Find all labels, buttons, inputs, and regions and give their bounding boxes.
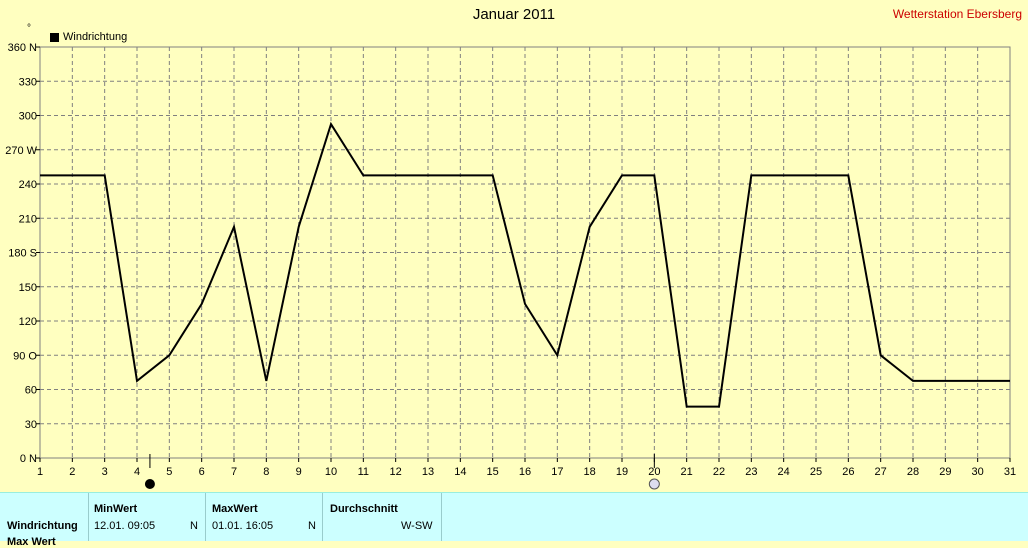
x-tick-label: 12 — [390, 466, 402, 478]
min-column: MinWert 12.01. 09:05 N — [89, 493, 206, 541]
legend-label: Windrichtung — [63, 31, 128, 43]
avg-value: W-SW — [401, 520, 433, 532]
legend-swatch — [50, 32, 59, 42]
chart-area: Januar 2011 Wetterstation Ebersberg ° Wi… — [5, 6, 1022, 490]
new-moon-icon — [144, 479, 155, 489]
x-tick-label: 30 — [972, 466, 984, 478]
x-tick-label: 13 — [422, 466, 434, 478]
row-label-2: Max Wert — [7, 536, 56, 548]
y-tick-label: 120 — [19, 316, 37, 328]
x-tick-label: 24 — [778, 466, 790, 478]
x-tick-label: 1 — [37, 466, 43, 478]
y-tick-label: 300 — [19, 111, 37, 123]
label-column: Windrichtung Max Wert — [0, 493, 89, 548]
y-tick-label: 0 N — [20, 453, 37, 465]
x-tick-label: 9 — [296, 466, 302, 478]
x-tick-label: 18 — [584, 466, 596, 478]
x-tick-label: 23 — [745, 466, 757, 478]
full-moon-icon — [648, 478, 660, 490]
y-tick-label: 30 — [25, 419, 37, 431]
x-tick-label: 20 — [648, 466, 660, 478]
max-column: MaxWert 01.01. 16:05 N — [206, 493, 323, 541]
x-tick-label: 28 — [907, 466, 919, 478]
x-tick-label: 4 — [134, 466, 140, 478]
x-tick-label: 10 — [325, 466, 337, 478]
y-tick-label: 210 — [19, 213, 37, 225]
min-header: MinWert — [94, 503, 138, 515]
x-tick-label: 19 — [616, 466, 628, 478]
max-header: MaxWert — [212, 503, 258, 515]
min-datetime: 12.01. 09:05 — [94, 520, 156, 532]
x-tick-label: 16 — [519, 466, 531, 478]
x-tick-label: 14 — [454, 466, 466, 478]
x-tick-label: 31 — [1004, 466, 1016, 478]
min-dir: N — [190, 520, 198, 532]
x-tick-label: 3 — [102, 466, 108, 478]
x-tick-label: 2 — [69, 466, 75, 478]
series-line-windrichtung — [40, 121, 1010, 408]
x-tick-label: 25 — [810, 466, 822, 478]
avg-column: Durchschnitt W-SW — [323, 493, 442, 541]
y-tick-label: 240 — [19, 179, 37, 191]
chart-title: Januar 2011 — [472, 6, 556, 23]
x-tick-label: 7 — [231, 466, 237, 478]
x-tick-label: 22 — [713, 466, 725, 478]
x-tick-label: 8 — [263, 466, 269, 478]
x-tick-label: 15 — [487, 466, 499, 478]
x-tick-label: 29 — [939, 466, 951, 478]
legend: Windrichtung — [50, 31, 127, 43]
stats-footer: Windrichtung Max Wert MinWert 12.01. 09:… — [0, 492, 1028, 548]
y-tick-label: 90 O — [13, 350, 37, 362]
y-tick-label: 150 — [19, 282, 37, 294]
x-tick-label: 27 — [875, 466, 887, 478]
x-tick-label: 11 — [358, 466, 369, 478]
degree-mark: ° — [27, 23, 31, 34]
y-tick-label: 270 W — [5, 145, 37, 157]
y-tick-label: 180 S — [8, 248, 37, 260]
row-label: Windrichtung — [7, 520, 78, 532]
y-tick-label: 330 — [19, 76, 37, 88]
x-tick-label: 17 — [551, 466, 563, 478]
max-dir: N — [308, 520, 316, 532]
max-datetime: 01.01. 16:05 — [212, 520, 274, 532]
x-tick-label: 21 — [681, 466, 693, 478]
x-tick-label: 26 — [842, 466, 854, 478]
x-tick-label: 5 — [166, 466, 172, 478]
x-tick-label: 6 — [199, 466, 205, 478]
y-tick-label: 360 N — [8, 42, 37, 54]
station-name: Wetterstation Ebersberg — [892, 7, 1022, 21]
avg-header: Durchschnitt — [330, 503, 398, 515]
y-tick-label: 60 — [25, 385, 37, 397]
